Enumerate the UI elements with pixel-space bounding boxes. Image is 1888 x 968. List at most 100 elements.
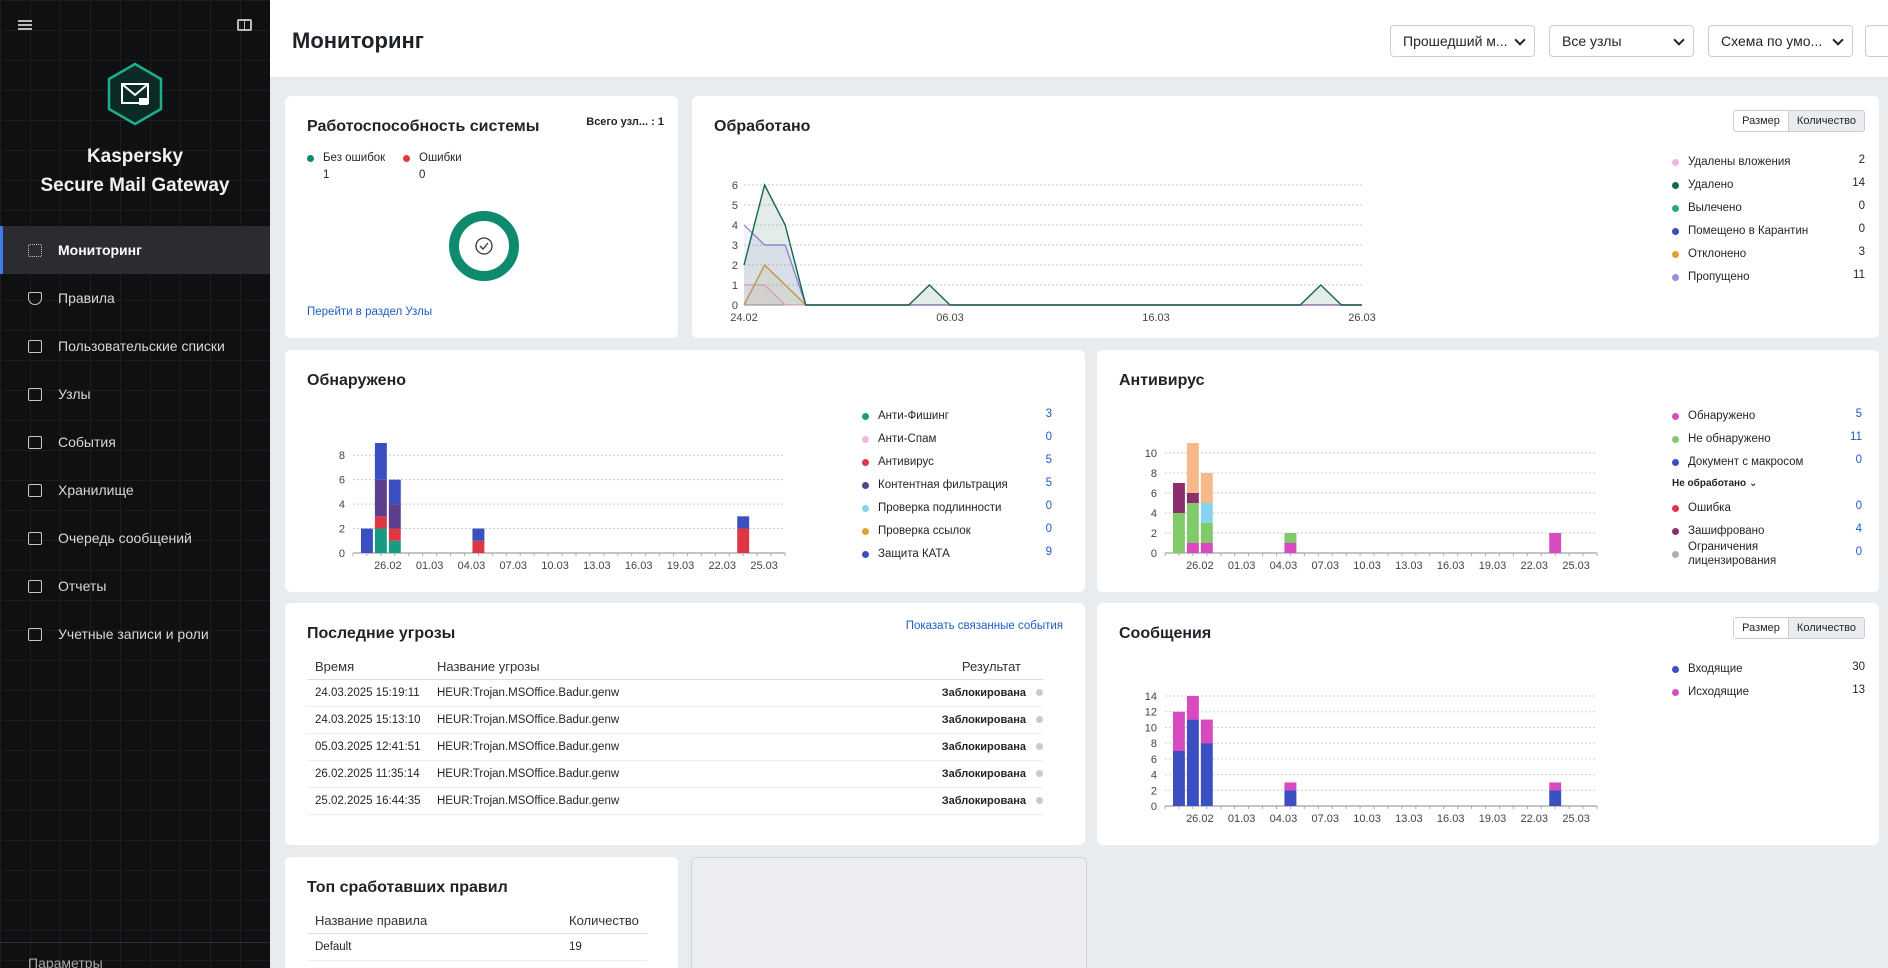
bar-segment[interactable] [1172, 711, 1185, 751]
sidebar-item-queue[interactable]: Очередь сообщений [0, 514, 270, 562]
bar-segment[interactable] [1186, 493, 1199, 503]
col-rule-count[interactable]: Количество [569, 909, 647, 934]
legend-item[interactable]: Не обнаружено [1672, 431, 1771, 447]
legend-item[interactable]: Защита КАТА [862, 546, 950, 562]
table-row[interactable]: 24.03.2025 15:19:11 HEUR:Trojan.MSOffice.… [307, 679, 1043, 707]
related-events-link[interactable]: Показать связанные события [905, 620, 1063, 632]
bar-segment[interactable] [1200, 473, 1213, 503]
bar-segment[interactable] [1549, 790, 1562, 806]
legend-item[interactable]: Проверка ссылок [862, 523, 971, 539]
legend-item[interactable]: Удалены вложения [1672, 154, 1790, 170]
bar-segment[interactable] [1200, 523, 1213, 543]
bar-segment[interactable] [1200, 719, 1213, 744]
legend-item[interactable]: Входящие [1672, 661, 1743, 677]
bar-segment[interactable] [1284, 543, 1297, 553]
col-threat-name[interactable]: Название угрозы [437, 655, 827, 680]
messages-card: Сообщения Размер Количество 0 2 4 6 8 10 12 14 2… [1097, 603, 1879, 845]
menu-icon[interactable] [18, 20, 32, 30]
not-processed-group-toggle[interactable]: Не обработано ⌄ [1672, 478, 1757, 489]
col-time[interactable]: Время [307, 655, 437, 680]
bar-segment[interactable] [388, 540, 401, 553]
bar-segment[interactable] [360, 528, 373, 553]
table-row[interactable]: 05.03.2025 12:41:51 HEUR:Trojan.MSOffice.… [307, 733, 1043, 761]
legend-item[interactable]: Анти-Спам [862, 431, 936, 447]
bar-segment[interactable] [1186, 543, 1199, 553]
legend-item[interactable]: Зашифровано [1672, 523, 1803, 539]
legend-item[interactable]: Исходящие [1672, 684, 1749, 700]
legend-item[interactable]: Отклонено [1672, 246, 1746, 262]
legend-item[interactable]: Пропущено [1672, 269, 1750, 285]
sidebar-item-monitoring[interactable]: Мониторинг [0, 226, 270, 274]
legend-item[interactable]: Антивирус [862, 454, 934, 470]
legend-item[interactable]: Обнаружено [1672, 408, 1755, 424]
bar-segment[interactable] [1172, 483, 1185, 513]
bar-segment[interactable] [1172, 513, 1185, 553]
x-tick-label: 07.03 [499, 560, 527, 572]
toggle-count-button[interactable]: Количество [1787, 111, 1864, 131]
bar-segment[interactable] [388, 479, 401, 505]
legend-item[interactable]: Ошибка [1672, 500, 1803, 516]
sidebar-item-reports[interactable]: Отчеты [0, 562, 270, 610]
bar-segment[interactable] [388, 528, 401, 541]
toggle-size-button[interactable]: Размер [1734, 111, 1788, 131]
legend-item[interactable]: Документ с макросом [1672, 454, 1803, 470]
legend-item[interactable]: Вылечено [1672, 200, 1742, 216]
threat-result-label: Заблокирована [941, 794, 1026, 807]
legend-item[interactable]: Анти-Фишинг [862, 408, 949, 424]
series-line[interactable] [744, 284, 1362, 306]
bar-segment[interactable] [374, 479, 387, 517]
legend-item[interactable]: Контентная фильтрация [862, 477, 1008, 493]
sidebar-item-accounts[interactable]: Учетные записи и роли [0, 610, 270, 658]
nodes-select[interactable]: Все узлы [1549, 25, 1694, 57]
toggle-count-button[interactable]: Количество [1787, 618, 1864, 638]
legend-item[interactable]: Удалено [1672, 177, 1733, 193]
bar-segment[interactable] [1284, 782, 1297, 791]
table-row[interactable]: 26.02.2025 11:35:14 HEUR:Trojan.MSOffice.… [307, 760, 1043, 788]
threats-table: Время Название угрозы Результат 24.03.20… [307, 655, 1043, 815]
legend-item[interactable]: Проверка подлинности [862, 500, 1001, 516]
more-menu-button[interactable] [1865, 25, 1888, 57]
layout-select[interactable]: Схема по умо... [1708, 25, 1853, 57]
bar-segment[interactable] [1200, 543, 1213, 553]
x-tick-label: 25.03 [1562, 560, 1590, 572]
nodes-link[interactable]: Перейти в раздел Узлы [307, 306, 433, 318]
bar-segment[interactable] [1549, 533, 1562, 553]
bar-segment[interactable] [1186, 696, 1199, 720]
bar-segment[interactable] [374, 443, 387, 480]
sidebar-item-settings[interactable]: Параметры [0, 942, 270, 968]
bar-segment[interactable] [1186, 503, 1199, 543]
bar-segment[interactable] [1172, 751, 1185, 806]
table-row[interactable]: 24.03.2025 15:13:10 HEUR:Trojan.MSOffice.… [307, 706, 1043, 734]
bar-segment[interactable] [374, 528, 387, 553]
toggle-size-button[interactable]: Размер [1734, 618, 1788, 638]
period-select[interactable]: Прошедший м... [1390, 25, 1535, 57]
col-rule-name[interactable]: Название правила [307, 909, 569, 934]
bar-segment[interactable] [737, 516, 750, 529]
rules-title: Топ сработавших правил [307, 879, 508, 896]
bar-segment[interactable] [472, 528, 485, 541]
bar-segment[interactable] [737, 528, 750, 553]
sidebar-item-events[interactable]: События [0, 418, 270, 466]
book-icon[interactable] [237, 19, 252, 31]
sidebar-item-storage[interactable]: Хранилище [0, 466, 270, 514]
bar-segment[interactable] [1549, 782, 1562, 791]
legend-item[interactable]: Помещено в Карантин [1672, 223, 1808, 239]
bar-segment[interactable] [1200, 503, 1213, 523]
sidebar-item-nodes[interactable]: Узлы [0, 370, 270, 418]
bar-segment[interactable] [388, 504, 401, 529]
sidebar-item-user-lists[interactable]: Пользовательские списки [0, 322, 270, 370]
bar-segment[interactable] [1186, 443, 1199, 493]
bar-segment[interactable] [1200, 743, 1213, 806]
bar-segment[interactable] [1186, 719, 1199, 806]
bar-segment[interactable] [1284, 790, 1297, 806]
bar-segment[interactable] [1284, 533, 1297, 543]
bar-segment[interactable] [374, 516, 387, 529]
empty-widget-slot[interactable] [691, 857, 1087, 968]
sidebar-item-rules[interactable]: Правила [0, 274, 270, 322]
table-row[interactable]: Default 19 [307, 933, 647, 961]
table-row[interactable]: 25.02.2025 16:44:35 HEUR:Trojan.MSOffice.… [307, 787, 1043, 815]
legend-item[interactable]: Ограничения лицензирования [1672, 541, 1803, 567]
series-line[interactable] [743, 183, 1362, 306]
col-result[interactable]: Результат [826, 655, 1043, 680]
bar-segment[interactable] [472, 540, 485, 553]
